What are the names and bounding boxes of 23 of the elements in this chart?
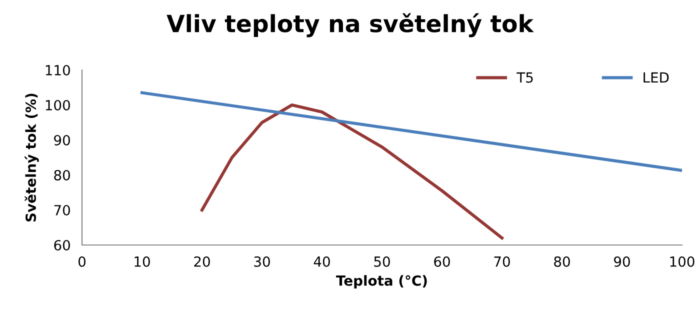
x-axis-title: Teplota (°C) — [336, 275, 427, 289]
y-tick-label: 70 — [54, 204, 70, 216]
y-tick-label: 90 — [54, 134, 70, 146]
x-tick-label: 10 — [134, 256, 150, 267]
x-tick-label: 60 — [434, 256, 450, 267]
x-tick-label: 80 — [554, 256, 570, 267]
y-tick-label: 110 — [46, 64, 70, 76]
x-tick-label: 100 — [670, 256, 694, 267]
chart-title: Vliv teploty na světelný tok — [166, 13, 534, 38]
x-tick-label: 70 — [494, 256, 510, 267]
y-tick-label: 100 — [46, 100, 70, 110]
x-tick-label: 30 — [254, 256, 270, 267]
legend-label: T5 — [516, 72, 533, 83]
x-tick-label: 90 — [614, 256, 630, 267]
line-series — [200, 103, 504, 240]
y-tick-label: 80 — [54, 170, 70, 180]
x-tick-label: 50 — [374, 256, 390, 267]
y-axis-title: Světelný tok (%) — [24, 94, 39, 222]
x-tick-label: 40 — [314, 256, 330, 267]
x-tick-label: 20 — [194, 256, 210, 267]
y-tick-label: 60 — [54, 240, 70, 250]
legend-label: LED — [644, 72, 669, 83]
x-tick-label: 0 — [78, 256, 86, 267]
